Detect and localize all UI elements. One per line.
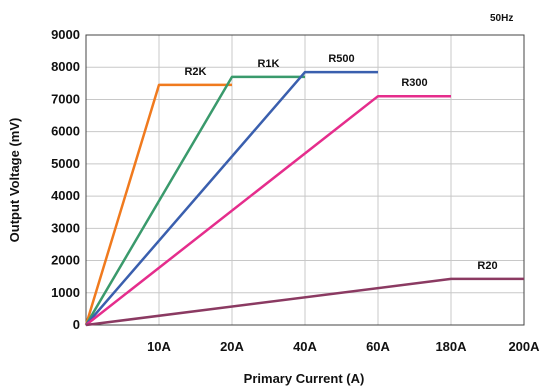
x-axis-title: Primary Current (A) [244, 371, 365, 386]
x-tick-label: 60A [366, 339, 390, 354]
plot-frame [85, 34, 525, 326]
y-tick-label: 0 [73, 317, 80, 332]
x-tick-label: 10A [147, 339, 171, 354]
series-label-r500: R500 [328, 53, 354, 65]
series-labels: R2K R1K R500 R300 R20 [184, 53, 497, 272]
series-label-r300: R300 [401, 77, 427, 89]
y-tick-label: 7000 [51, 91, 80, 106]
x-tick-label: 20A [220, 339, 244, 354]
y-tick-label: 8000 [51, 59, 80, 74]
x-tick-label: 40A [293, 339, 317, 354]
frequency-note: 50Hz [490, 13, 513, 24]
series-line-r2k [84, 83, 232, 326]
series-label-r1k: R1K [257, 58, 279, 70]
series-label-r20: R20 [477, 260, 497, 272]
series-line-r500 [85, 70, 378, 326]
y-tick-label: 9000 [51, 27, 80, 42]
grid-lines [86, 34, 525, 326]
y-axis-ticks: 0 1000 2000 3000 4000 5000 6000 7000 8000 9000 [51, 27, 80, 332]
y-tick-label: 2000 [51, 253, 80, 268]
y-tick-label: 3000 [51, 220, 80, 235]
x-tick-label: 200A [508, 339, 540, 354]
series-line-r1k [84, 75, 305, 326]
y-tick-label: 5000 [51, 156, 80, 171]
x-axis-ticks: 10A 20A 40A 60A 180A 200A [147, 339, 540, 354]
x-tick-label: 180A [435, 339, 467, 354]
y-axis-title: Output Voltage (mV) [7, 118, 22, 243]
series-line-r300 [85, 94, 451, 326]
y-tick-label: 1000 [51, 285, 80, 300]
series-group [84, 70, 524, 327]
y-tick-label: 4000 [51, 188, 80, 203]
y-tick-label: 6000 [51, 124, 80, 139]
series-line-r20 [85, 277, 524, 327]
series-label-r2k: R2K [184, 66, 206, 78]
